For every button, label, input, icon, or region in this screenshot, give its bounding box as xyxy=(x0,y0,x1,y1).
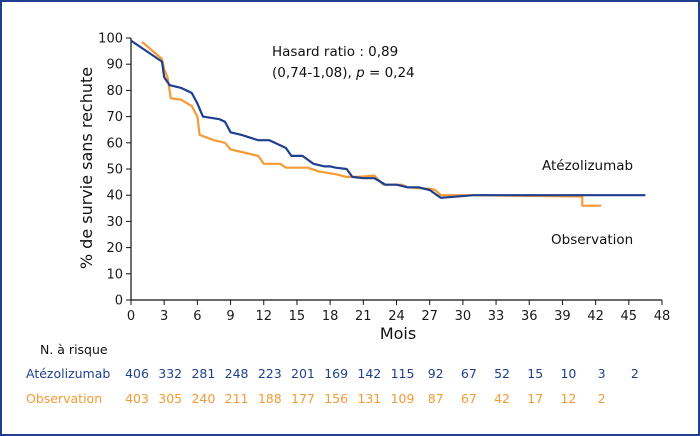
x-tick-label: 9 xyxy=(226,309,234,324)
risk-value: 240 xyxy=(191,391,215,406)
risk-value: 67 xyxy=(461,366,477,381)
x-axis-title: Mois xyxy=(380,324,416,343)
risk-value: 2 xyxy=(598,391,606,406)
risk-value: 156 xyxy=(324,391,348,406)
series-label-observation: Observation xyxy=(551,232,633,248)
risk-value: 52 xyxy=(494,366,510,381)
hazard-ratio-p-value: = 0,24 xyxy=(365,65,415,81)
y-tick-label: 70 xyxy=(106,110,123,125)
risk-value: 17 xyxy=(527,391,543,406)
risk-value: 211 xyxy=(225,391,249,406)
risk-row-name-atezolizumab: Atézolizumab xyxy=(26,366,110,381)
y-tick-label: 0 xyxy=(115,294,123,309)
y-tick-label: 60 xyxy=(106,136,123,151)
y-tick-label: 90 xyxy=(106,58,123,73)
x-tick-label: 45 xyxy=(621,309,638,324)
risk-table-values: 406 332 281 248 223 201 169 142 115 92 67 52 15 10 3 24… xyxy=(125,366,639,406)
risk-row-name-observation: Observation xyxy=(26,391,102,406)
y-tick-label: 80 xyxy=(106,84,123,99)
risk-value: 177 xyxy=(291,391,315,406)
risk-value: 201 xyxy=(291,366,315,381)
risk-value: 15 xyxy=(527,366,543,381)
x-tick-label: 42 xyxy=(587,309,604,324)
hazard-ratio-line2: (0,74-1,08), p = 0,24 xyxy=(272,65,415,81)
risk-value: 281 xyxy=(191,366,215,381)
axes xyxy=(126,37,663,305)
risk-value: 92 xyxy=(428,366,444,381)
x-tick-label: 21 xyxy=(355,309,372,324)
x-tick-labels: 0 3 6 9 12 15 18 21 24 27 30 33 36 39 42 45 48 xyxy=(127,309,670,324)
risk-value: 2 xyxy=(631,366,639,381)
x-tick-label: 3 xyxy=(160,309,168,324)
risk-value: 406 xyxy=(125,366,149,381)
hazard-ratio-ci: (0,74-1,08), xyxy=(272,65,356,81)
risk-value: 169 xyxy=(324,366,348,381)
series-label-atezolizumab: Atézolizumab xyxy=(542,158,633,174)
risk-value: 87 xyxy=(428,391,444,406)
y-axis-title: % de survie sans rechute xyxy=(77,67,96,269)
x-tick-label: 27 xyxy=(421,309,438,324)
x-tick-label: 15 xyxy=(289,309,306,324)
risk-value: 42 xyxy=(494,391,510,406)
y-tick-labels: 0 10 20 30 40 50 60 70 80 90 100 xyxy=(98,32,123,309)
x-tick-label: 6 xyxy=(193,309,201,324)
y-tick-label: 10 xyxy=(106,267,123,282)
y-tick-label: 100 xyxy=(98,32,123,47)
risk-value: 188 xyxy=(258,391,282,406)
series-line-observation xyxy=(141,41,602,207)
risk-value: 12 xyxy=(560,391,576,406)
risk-value: 67 xyxy=(461,391,477,406)
x-tick-label: 33 xyxy=(488,309,505,324)
x-tick-label: 12 xyxy=(255,309,272,324)
risk-value: 10 xyxy=(560,366,576,381)
x-tick-label: 0 xyxy=(127,309,135,324)
x-tick-label: 39 xyxy=(554,309,571,324)
hazard-ratio-p-symbol: p xyxy=(355,65,365,81)
risk-value: 109 xyxy=(391,391,415,406)
y-tick-label: 50 xyxy=(106,163,123,178)
risk-value: 248 xyxy=(225,366,249,381)
risk-value: 223 xyxy=(258,366,282,381)
risk-value: 142 xyxy=(357,366,381,381)
risk-value: 403 xyxy=(125,391,149,406)
risk-table-header: N. à risque xyxy=(40,342,108,357)
x-tick-label: 18 xyxy=(322,309,339,324)
risk-value: 115 xyxy=(391,366,415,381)
x-tick-label: 30 xyxy=(455,309,472,324)
series-line-atezolizumab xyxy=(130,39,646,199)
risk-value: 131 xyxy=(357,391,381,406)
y-tick-label: 30 xyxy=(106,215,123,230)
x-tick-label: 36 xyxy=(521,309,538,324)
y-tick-label: 40 xyxy=(106,189,123,204)
x-tick-label: 24 xyxy=(388,309,405,324)
survival-curves xyxy=(130,39,646,207)
hazard-ratio-line1: Hasard ratio : 0,89 xyxy=(272,44,398,60)
x-tick-label: 48 xyxy=(654,309,671,324)
risk-value: 305 xyxy=(158,391,182,406)
risk-value: 3 xyxy=(598,366,606,381)
y-tick-label: 20 xyxy=(106,241,123,256)
risk-value: 332 xyxy=(158,366,182,381)
